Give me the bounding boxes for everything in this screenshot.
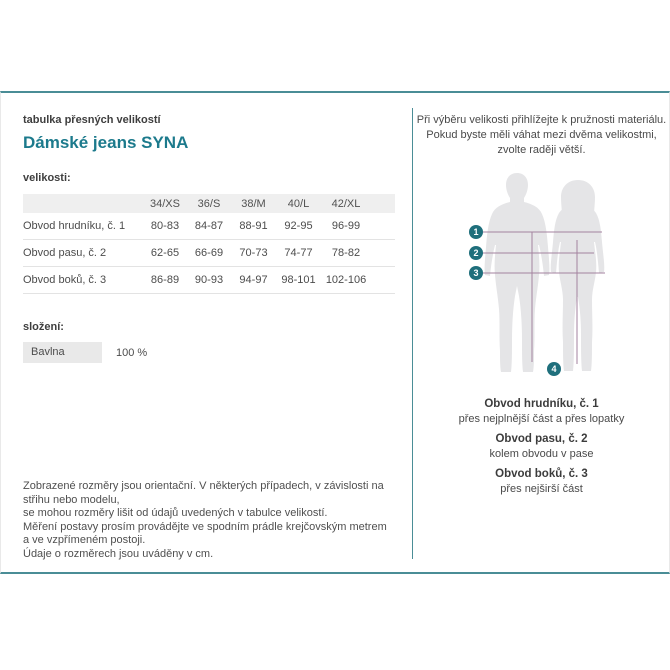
measure-hips: Obvod boků, č. 3 přes nejširší část [413,467,670,497]
body-measurement-diagram: 1 2 3 4 [413,170,670,387]
header-size: 34/XS [150,197,180,210]
header-size: 42/XL [331,197,361,210]
advice-line: zvolte raději větší. [497,144,586,156]
disclaimer-text: Zobrazené rozměry jsou orientační. V něk… [23,480,395,561]
sizes-label: velikosti: [23,172,71,184]
material-percent: 100 % [116,346,148,359]
row-value: 62-65 [150,247,180,259]
measure-title: Obvod boků, č. 3 [495,468,588,480]
row-value: 74-77 [284,247,313,259]
measure-descriptions: Obvod hrudníku, č. 1 přes nejplnější čás… [413,397,670,497]
header-size: 36/S [197,197,221,210]
advice-line: Při výběru velikosti přihlížejte k pružn… [416,114,667,126]
header-size: 38/M [241,197,266,210]
material-name: Bavlna [23,342,102,363]
row-value: 96-99 [331,220,361,232]
marker-1-circle [468,225,483,239]
row-value: 66-69 [194,247,224,259]
row-label: Obvod boků, č. 3 [23,274,107,286]
table-row-hips: Obvod boků, č. 3 86-89 90-93 94-97 98-10… [23,267,395,294]
row-value: 86-89 [150,274,180,286]
measure-title: Obvod pasu, č. 2 [495,433,588,445]
row-value: 92-95 [284,220,313,232]
row-value: 102-106 [325,274,367,286]
row-value: 88-91 [239,220,268,232]
disclaimer-line: Zobrazené rozměry jsou orientační. V něk… [23,480,384,506]
size-table-header: 34/XS 36/S 38/M 40/L 42/XL [23,194,395,213]
disclaimer-line: Měření postavy prosím provádějte ve spod… [23,520,387,547]
measure-chest: Obvod hrudníku, č. 1 přes nejplnější čás… [413,397,670,427]
product-title: Dámské jeans SYNA [23,133,189,152]
measure-desc: přes nejširší část [500,483,583,495]
sizing-advice: Při výběru velikosti přihlížejte k pružn… [413,113,670,158]
measure-desc: přes nejplnější část a přes lopatky [458,413,625,425]
silhouettes-figure: 1 2 3 4 [468,173,605,376]
row-value: 94-97 [239,274,268,286]
composition-row: Bavlna 100 % [23,342,395,363]
row-value: 84-87 [194,220,224,232]
disclaimer-line: Údaje o rozměrech jsou uváděny v cm. [23,547,214,560]
table-row-chest: Obvod hrudníku, č. 1 80-83 84-87 88-91 9… [23,213,395,240]
measure-desc: kolem obvodu v pase [489,448,594,460]
marker-4-circle [546,362,561,376]
measure-title: Obvod hrudníku, č. 1 [484,398,599,410]
left-panel: tabulka přesných velikostí Dámské jeans … [23,93,395,572]
vertical-divider [412,108,413,559]
measurement-lines [475,231,605,364]
row-value: 98-101 [281,274,316,286]
right-panel: Při výběru velikosti přihlížejte k pružn… [413,93,670,572]
table-row-waist: Obvod pasu, č. 2 62-65 66-69 70-73 74-77… [23,240,395,267]
chart-eyebrow: tabulka přesných velikostí [23,114,161,126]
composition-label: složení: [23,321,64,333]
disclaimer-line: se mohou rozměry lišit od údajů uvedenýc… [23,507,328,519]
row-label: Obvod pasu, č. 2 [23,247,107,259]
marker-2-label: 2 [473,248,478,258]
row-value: 78-82 [331,247,361,259]
marker-4-label: 4 [551,364,556,374]
marker-2-circle [468,246,483,260]
size-table: 34/XS 36/S 38/M 40/L 42/XL Obvod hrudník… [23,194,395,294]
row-value: 90-93 [194,274,224,286]
measure-waist: Obvod pasu, č. 2 kolem obvodu v pase [413,432,670,462]
marker-1-label: 1 [473,227,478,237]
row-value: 80-83 [150,220,180,232]
size-chart-panel: tabulka přesných velikostí Dámské jeans … [0,91,670,574]
row-label: Obvod hrudníku, č. 1 [23,220,126,232]
row-value: 70-73 [239,247,268,259]
marker-3-circle [468,266,483,280]
advice-line: Pokud byste měli váhat mezi dvěma veliko… [426,129,657,141]
marker-3-label: 3 [473,268,478,278]
header-size: 40/L [287,197,310,210]
